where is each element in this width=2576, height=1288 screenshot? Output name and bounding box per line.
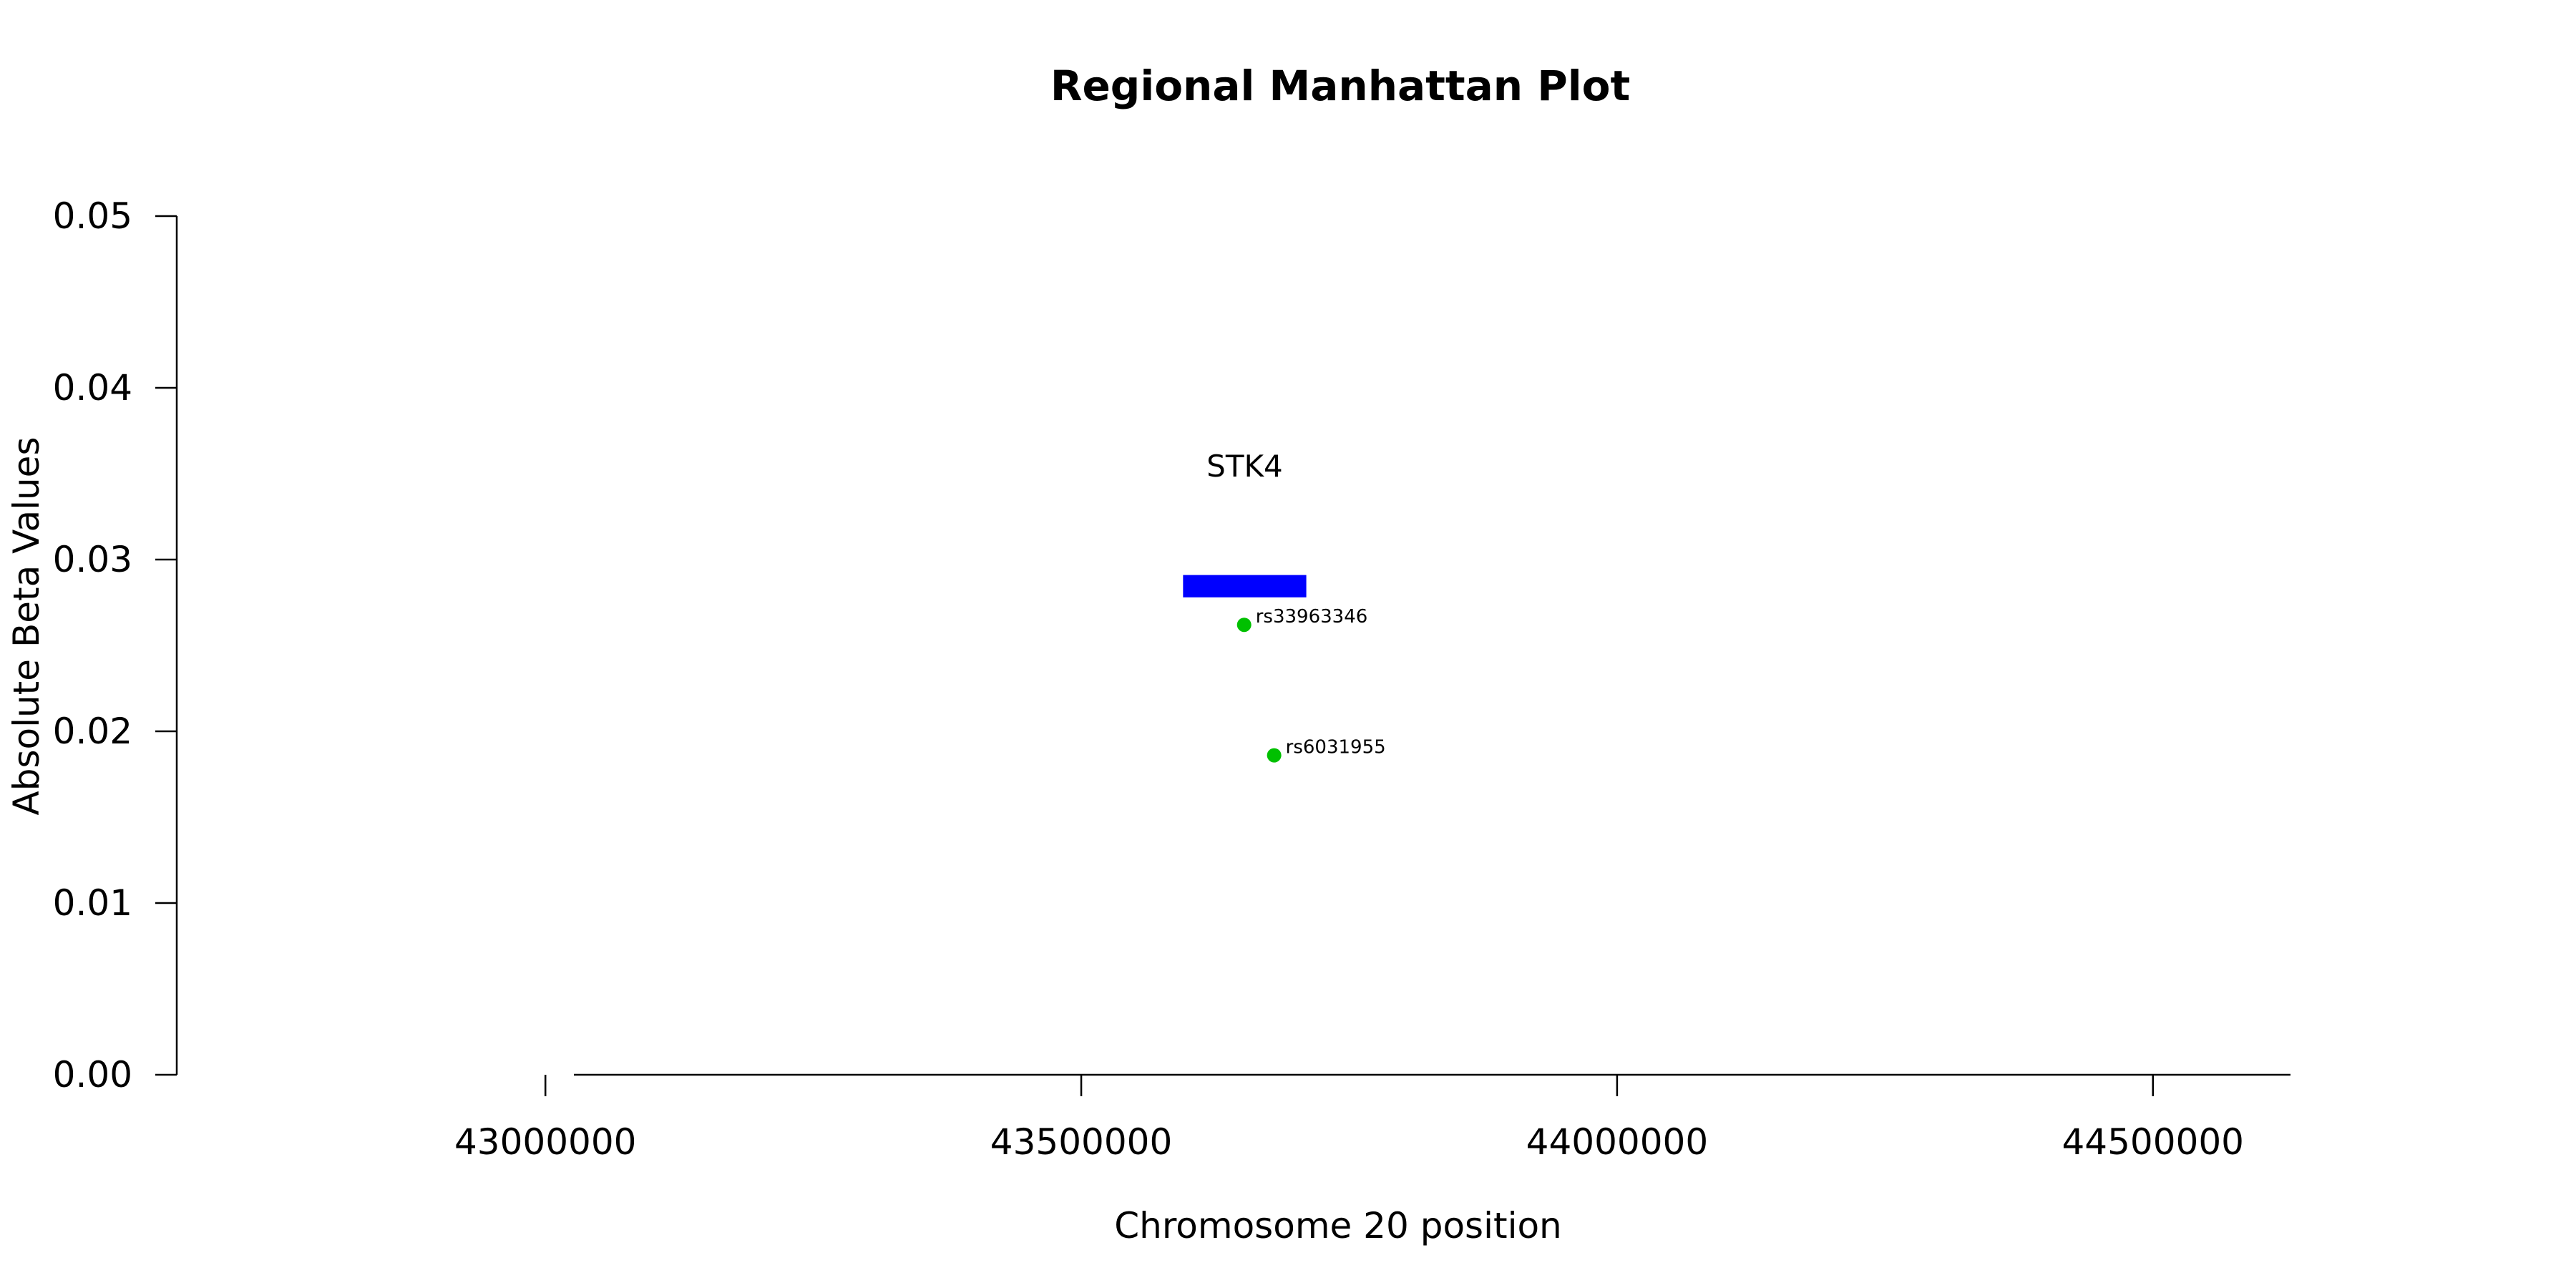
y-axis: 0.00 0.01 0.02 0.03 0.04 0.05 <box>53 195 178 1096</box>
x-tick-label: 43500000 <box>990 1121 1173 1163</box>
y-tick-label: 0.00 <box>53 1054 132 1096</box>
x-axis-label: Chromosome 20 position <box>1114 1205 1562 1246</box>
x-tick-label: 44500000 <box>2062 1121 2245 1163</box>
snp-point <box>1267 748 1282 763</box>
snp-points: rs33963346 rs6031955 <box>1236 606 1386 763</box>
gene-track: STK4 <box>1183 449 1307 597</box>
x-tick-label: 43000000 <box>454 1121 637 1163</box>
x-axis: 43000000 43500000 44000000 44500000 <box>454 1073 2290 1163</box>
y-tick-label: 0.03 <box>53 539 132 580</box>
snp-label: rs6031955 <box>1286 737 1386 758</box>
gene-label: STK4 <box>1206 449 1283 484</box>
y-tick-label: 0.01 <box>53 882 132 924</box>
snp-label: rs33963346 <box>1256 606 1368 628</box>
x-tick-label: 44000000 <box>1526 1121 1709 1163</box>
y-tick-label: 0.05 <box>53 195 132 237</box>
y-axis-label: Absolute Beta Values <box>6 437 47 816</box>
y-tick-label: 0.04 <box>53 367 132 409</box>
chart-title: Regional Manhattan Plot <box>1050 62 1630 110</box>
snp-point <box>1236 618 1252 633</box>
gene-bar <box>1183 575 1307 597</box>
y-tick-label: 0.02 <box>53 711 132 752</box>
